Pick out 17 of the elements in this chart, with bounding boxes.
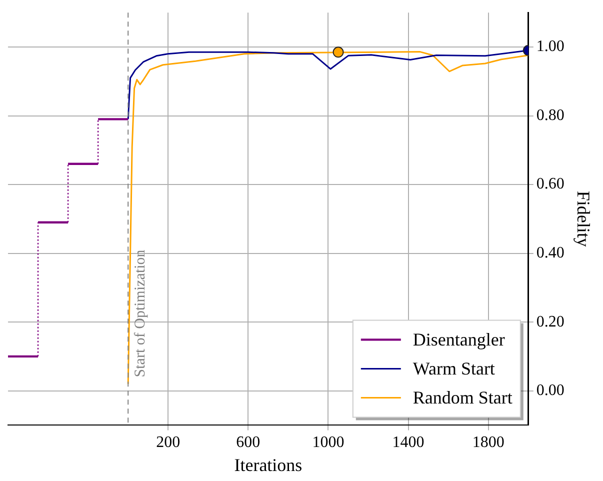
legend-label: Disentangler (412, 329, 505, 350)
y-tick-label: 1.00 (536, 38, 564, 56)
x-tick-label: 1800 (472, 434, 504, 452)
legend-label: Warm Start (412, 358, 495, 378)
x-tick-label: 1400 (392, 434, 424, 452)
y-tick-label: 0.00 (536, 382, 564, 400)
y-tick-label: 0.60 (536, 176, 564, 193)
y-tick-label: 0.20 (536, 313, 564, 330)
x-tick-label: 200 (156, 434, 180, 452)
y-tick-label: 0.80 (536, 106, 564, 124)
ref-line-label: Start of Optimization (132, 249, 149, 378)
x-axis-title: Iterations (234, 454, 302, 475)
x-tick-label: 600 (236, 434, 260, 452)
y-tick-label: 0.40 (536, 244, 564, 262)
legend-label: Random Start (412, 387, 512, 408)
x-tick-label: 1000 (312, 434, 344, 452)
y-axis-title: Fidelity (573, 190, 594, 247)
